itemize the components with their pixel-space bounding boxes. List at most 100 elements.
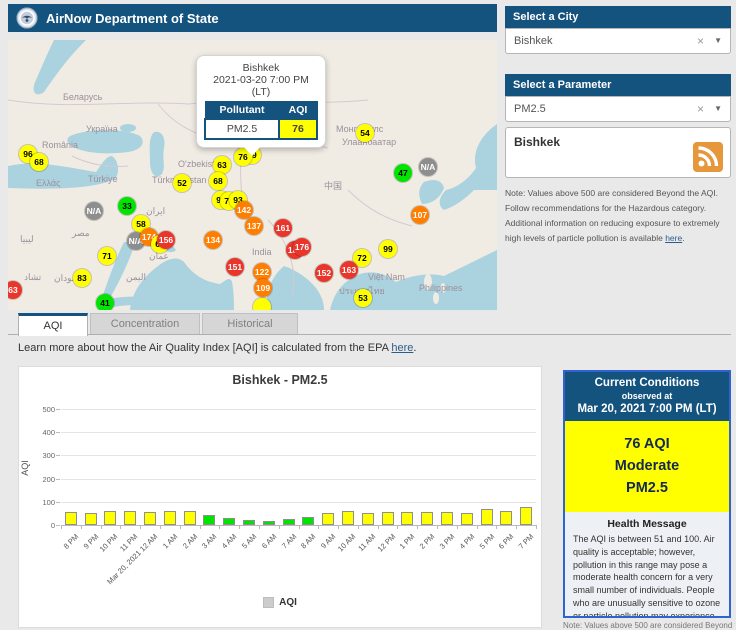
bar[interactable] [144,512,157,525]
city-select[interactable]: Bishkek × ▼ [505,28,731,54]
health-message-title: Health Message [607,518,687,530]
aqi-marker[interactable]: 137 [245,217,263,235]
aqi-marker[interactable]: 156 [157,231,175,249]
aqi-marker[interactable]: 52 [173,174,191,192]
x-tick [140,525,142,529]
aqi-marker[interactable]: 71 [98,247,116,265]
x-tick-label: 10 PM [98,532,120,554]
bar[interactable] [302,516,315,525]
aqi-marker[interactable]: N/A [85,202,103,220]
bar[interactable] [203,515,216,525]
bar[interactable] [381,512,394,525]
aqi-marker[interactable]: 47 [394,164,412,182]
tab-divider [8,334,731,335]
aqi-marker[interactable]: 161 [274,219,292,237]
parameter-chevron-down-icon[interactable]: ▼ [714,104,722,113]
bar[interactable] [104,511,117,525]
aqi-marker[interactable] [253,298,271,310]
rss-icon[interactable] [693,142,723,172]
x-tick [278,525,280,529]
aqi-marker[interactable]: 163 [340,261,358,279]
bar[interactable] [480,508,493,525]
bar[interactable] [84,512,97,525]
tab-concentration[interactable]: Concentration [90,313,200,335]
sidebar-note-link[interactable]: here [665,233,683,243]
bar[interactable] [421,512,434,525]
bar[interactable] [243,519,256,525]
bar[interactable] [341,510,354,525]
aqi-marker[interactable]: 151 [226,258,244,276]
app-header: AirNow Department of State [8,4,497,32]
y-tick-label: 200 [42,474,55,484]
select-parameter-header: Select a Parameter [505,74,731,96]
aqi-category: Moderate [614,458,680,474]
bar[interactable] [282,519,295,525]
x-tick [120,525,122,529]
aqi-marker[interactable]: 122 [253,263,271,281]
city-chevron-down-icon[interactable]: ▼ [714,36,722,45]
aqi-marker[interactable]: 142 [235,201,253,219]
current-conditions-header: Current Conditions observed at Mar 20, 2… [565,372,729,421]
y-tick-label: 300 [42,451,55,461]
bar[interactable] [440,511,453,525]
city-select-value: Bishkek [514,35,553,47]
conditions-note: Note: Values above 500 are considered Be… [563,621,735,630]
bar[interactable] [361,512,374,525]
parameter-clear-icon[interactable]: × [696,102,704,116]
aqi-marker[interactable]: 63 [213,156,231,174]
aqi-marker[interactable]: 53 [354,289,372,307]
bar[interactable] [401,511,414,525]
chart-legend: AQI [19,597,541,608]
cond-datetime: Mar 20, 2021 7:00 PM (LT) [577,403,717,415]
tab-historical[interactable]: Historical [202,313,298,335]
basemap [8,40,497,310]
map[interactable]: БеларусьУкраїнаКазақстанRomâniaTürkiyeΕλ… [8,40,497,310]
legend-label: AQI [279,597,297,608]
aqi-marker[interactable]: 41 [96,294,114,310]
bar[interactable] [163,510,176,525]
bar[interactable] [460,512,473,525]
aqi-marker[interactable]: 134 [204,231,222,249]
bar[interactable] [64,512,77,525]
sidebar-note-suffix: . [682,233,685,243]
parameter-select[interactable]: PM2.5 × ▼ [505,96,731,122]
y-tick [56,432,60,434]
bar[interactable] [322,512,335,525]
bar[interactable] [124,511,137,525]
x-tick [179,525,181,529]
aqi-marker[interactable]: 83 [73,269,91,287]
y-tick [56,478,60,480]
bar[interactable] [500,510,513,525]
aqi-marker[interactable]: 107 [411,206,429,224]
aqi-marker[interactable]: 68 [30,153,48,171]
x-tick-label: 3 AM [200,532,219,551]
aqi-marker[interactable]: 109 [254,279,272,297]
aqi-marker[interactable]: N/A [419,158,437,176]
aqi-marker[interactable]: 72 [353,249,371,267]
aqi-marker[interactable]: 68 [209,172,227,190]
city-clear-icon[interactable]: × [696,34,704,48]
aqi-marker[interactable]: 99 [379,240,397,258]
learn-more-link[interactable]: here [391,342,414,354]
learn-more: Learn more about how the Air Quality Ind… [18,342,416,354]
health-message-text: The AQI is between 51 and 100. Air quali… [573,534,721,618]
x-tick [496,525,498,529]
bar[interactable] [183,511,196,525]
bar[interactable] [520,507,533,525]
x-tick [258,525,260,529]
aqi-marker[interactable]: 33 [118,197,136,215]
aqi-marker[interactable]: 152 [315,264,333,282]
chart-panel: Bishkek - PM2.5 AQI 0 100 200 300 400 500 8 PM… [18,366,542,628]
feed-city-label: Bishkek [514,135,561,149]
aqi-marker[interactable]: 176 [293,238,311,256]
aqi-marker[interactable]: 54 [356,124,374,142]
tab-aqi[interactable]: AQI [18,313,88,336]
bar[interactable] [223,518,236,525]
y-tick-label: 400 [42,428,55,438]
aqi-marker[interactable]: 63 [8,281,22,299]
popup-lt: (LT) [251,86,271,98]
x-tick-label: 12 PM [375,532,397,554]
x-tick-label: 4 PM [457,532,477,551]
bar[interactable] [262,520,275,525]
y-tick-label: 500 [42,405,55,414]
